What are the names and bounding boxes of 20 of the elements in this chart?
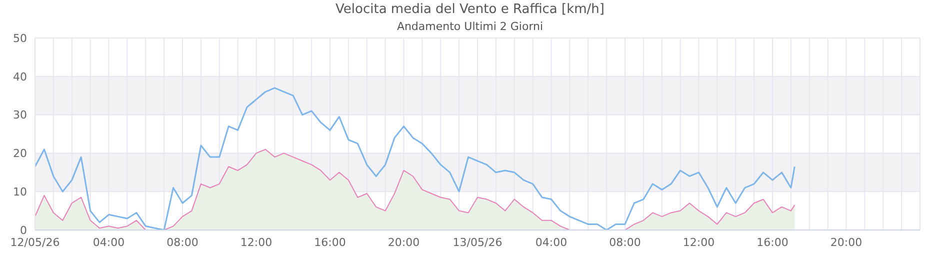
x-tick-label: 12/05/26 [10, 236, 60, 249]
x-tick-label: 12:00 [240, 236, 272, 249]
x-tick-label: 08:00 [609, 236, 641, 249]
x-tick-label: 04:00 [92, 236, 125, 249]
y-tick-label: 40 [13, 70, 27, 84]
y-tick-label: 10 [13, 186, 27, 199]
y-tick-label: 20 [13, 147, 27, 160]
x-tick-label: 08:00 [166, 236, 198, 249]
x-tick-label: 12:00 [682, 236, 715, 249]
x-tick-label: 13/05/26 [452, 236, 502, 249]
chart-subtitle: Andamento Ultimi 2 Giorni [396, 20, 544, 33]
y-tick-label: 30 [13, 108, 27, 122]
x-tick-label: 20:00 [388, 236, 420, 249]
y-tick-label: 50 [13, 32, 27, 45]
x-tick-label: 16:00 [314, 236, 346, 249]
x-tick-label: 20:00 [830, 236, 862, 249]
x-tick-label: 04:00 [535, 236, 568, 249]
chart-title: Velocita media del Vento e Raffica [km/h] [334, 2, 606, 17]
y-tick-label: 0 [20, 224, 27, 237]
x-tick-label: 16:00 [756, 236, 788, 249]
